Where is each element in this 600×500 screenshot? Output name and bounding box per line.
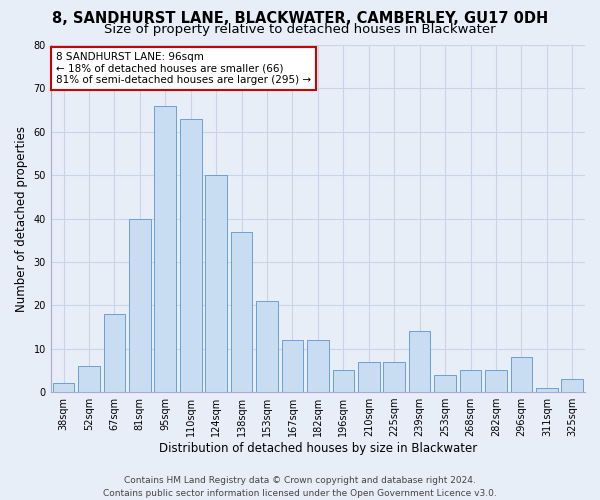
Bar	[434, 374, 456, 392]
Bar	[78, 366, 100, 392]
Bar	[409, 332, 430, 392]
Bar	[307, 340, 329, 392]
Text: Contains HM Land Registry data © Crown copyright and database right 2024.
Contai: Contains HM Land Registry data © Crown c…	[103, 476, 497, 498]
Bar	[562, 379, 583, 392]
Bar	[281, 340, 303, 392]
Bar	[154, 106, 176, 392]
Bar	[485, 370, 507, 392]
Bar	[332, 370, 354, 392]
Bar	[129, 218, 151, 392]
Bar	[358, 362, 380, 392]
Text: Size of property relative to detached houses in Blackwater: Size of property relative to detached ho…	[104, 22, 496, 36]
Bar	[536, 388, 557, 392]
Text: 8 SANDHURST LANE: 96sqm
← 18% of detached houses are smaller (66)
81% of semi-de: 8 SANDHURST LANE: 96sqm ← 18% of detache…	[56, 52, 311, 85]
Bar	[205, 175, 227, 392]
X-axis label: Distribution of detached houses by size in Blackwater: Distribution of detached houses by size …	[159, 442, 477, 455]
Bar	[104, 314, 125, 392]
Text: 8, SANDHURST LANE, BLACKWATER, CAMBERLEY, GU17 0DH: 8, SANDHURST LANE, BLACKWATER, CAMBERLEY…	[52, 11, 548, 26]
Bar	[53, 384, 74, 392]
Bar	[460, 370, 481, 392]
Bar	[180, 119, 202, 392]
Bar	[256, 301, 278, 392]
Y-axis label: Number of detached properties: Number of detached properties	[15, 126, 28, 312]
Bar	[383, 362, 405, 392]
Bar	[511, 358, 532, 392]
Bar	[231, 232, 253, 392]
